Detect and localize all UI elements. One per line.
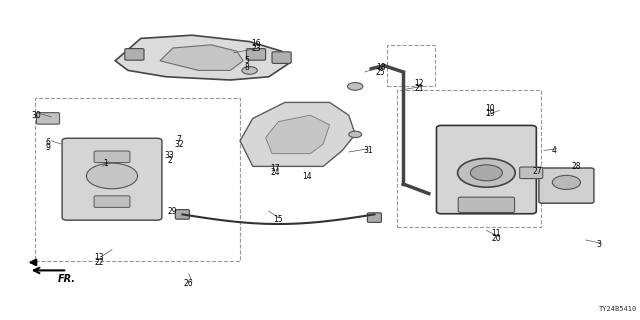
FancyBboxPatch shape [62, 138, 162, 220]
Text: 8: 8 [244, 63, 249, 72]
Text: 33: 33 [164, 151, 175, 160]
Text: 12: 12 [415, 79, 424, 88]
Text: 20: 20 [491, 234, 501, 243]
Text: 23: 23 [251, 44, 261, 52]
Text: 16: 16 [251, 39, 261, 48]
Text: 32: 32 [174, 140, 184, 148]
Text: 14: 14 [302, 172, 312, 180]
Text: 22: 22 [95, 258, 104, 267]
FancyBboxPatch shape [539, 168, 594, 203]
FancyBboxPatch shape [94, 151, 130, 163]
Text: 28: 28 [572, 162, 580, 171]
Text: 17: 17 [270, 164, 280, 172]
Text: 15: 15 [273, 215, 284, 224]
Bar [387, 45, 435, 86]
Text: 31: 31 [363, 146, 373, 155]
Circle shape [552, 175, 580, 189]
FancyBboxPatch shape [520, 167, 543, 179]
Circle shape [348, 83, 363, 90]
FancyBboxPatch shape [175, 210, 189, 219]
Text: 13: 13 [94, 253, 104, 262]
Text: 4: 4 [551, 146, 556, 155]
Circle shape [458, 158, 515, 187]
Circle shape [242, 67, 257, 74]
Bar [397, 90, 541, 227]
Text: 3: 3 [596, 240, 601, 249]
Polygon shape [160, 45, 243, 70]
Text: 19: 19 [484, 109, 495, 118]
Text: 18: 18 [376, 63, 385, 72]
Text: 27: 27 [532, 167, 543, 176]
Text: 11: 11 [492, 229, 500, 238]
Text: 26: 26 [184, 279, 194, 288]
FancyBboxPatch shape [458, 197, 515, 212]
FancyBboxPatch shape [367, 213, 381, 222]
FancyBboxPatch shape [272, 52, 291, 63]
FancyBboxPatch shape [125, 49, 144, 60]
Polygon shape [240, 102, 355, 166]
Circle shape [349, 131, 362, 138]
Polygon shape [266, 115, 330, 154]
Text: 6: 6 [45, 138, 51, 147]
Bar [35, 98, 240, 261]
Text: 1: 1 [103, 159, 108, 168]
FancyBboxPatch shape [246, 49, 266, 60]
Text: 21: 21 [415, 84, 424, 92]
Text: 7: 7 [177, 135, 182, 144]
Text: 29: 29 [168, 207, 178, 216]
Text: 5: 5 [244, 56, 249, 65]
FancyBboxPatch shape [94, 196, 130, 207]
Text: FR.: FR. [58, 274, 76, 284]
Text: 25: 25 [376, 68, 386, 76]
Text: 24: 24 [270, 168, 280, 177]
FancyBboxPatch shape [36, 113, 60, 124]
Text: 10: 10 [484, 104, 495, 113]
Circle shape [86, 163, 138, 189]
Text: 9: 9 [45, 143, 51, 152]
Polygon shape [115, 35, 288, 80]
Circle shape [470, 165, 502, 181]
Text: 30: 30 [31, 111, 42, 120]
Text: 2: 2 [167, 156, 172, 164]
Text: TY24B5410: TY24B5410 [598, 306, 637, 312]
FancyBboxPatch shape [436, 125, 536, 214]
